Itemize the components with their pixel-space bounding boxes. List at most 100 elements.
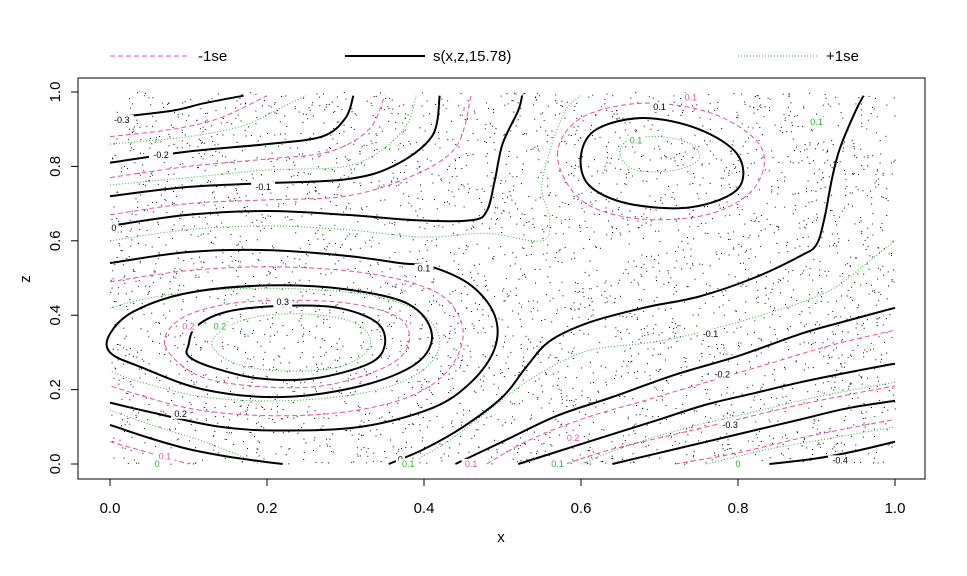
data-point [404, 290, 406, 292]
data-point [768, 170, 770, 172]
data-point [206, 341, 208, 343]
data-point [217, 143, 219, 145]
data-point [590, 399, 591, 401]
data-point [433, 278, 435, 280]
data-point [504, 254, 506, 256]
data-point [581, 202, 582, 204]
data-point [131, 239, 133, 241]
data-point [308, 137, 310, 139]
data-point [391, 306, 393, 308]
data-point [882, 461, 884, 463]
data-point [631, 355, 632, 357]
data-point [399, 233, 401, 235]
data-point [630, 462, 632, 464]
data-point [588, 96, 590, 98]
data-point [405, 165, 407, 166]
data-point [359, 424, 361, 426]
data-point [855, 257, 857, 259]
data-point [147, 330, 149, 332]
data-point [280, 446, 282, 448]
data-point [840, 316, 842, 318]
data-point [751, 344, 753, 346]
data-point [599, 342, 601, 344]
data-point [813, 422, 815, 424]
data-point [538, 378, 540, 380]
data-point [252, 379, 254, 380]
data-point [302, 335, 304, 337]
data-point [482, 410, 484, 412]
contour-label-background [152, 459, 162, 469]
data-point [284, 115, 286, 117]
data-point [719, 207, 721, 209]
data-point [215, 416, 217, 417]
data-point [786, 437, 788, 439]
data-point [540, 407, 542, 409]
data-point [245, 239, 247, 241]
data-point [501, 319, 503, 321]
data-point [299, 265, 301, 267]
data-point [271, 317, 273, 319]
data-point [809, 267, 811, 269]
y-tick-label: 0.8 [47, 156, 64, 177]
data-point [155, 446, 157, 448]
data-point [519, 445, 521, 447]
data-point [408, 382, 410, 383]
data-point [531, 242, 533, 244]
data-point [718, 232, 720, 234]
data-point [792, 289, 794, 291]
data-point [257, 341, 259, 343]
data-point [628, 231, 630, 233]
data-point [611, 441, 613, 443]
data-point [453, 316, 455, 318]
data-point [641, 275, 643, 277]
data-point [762, 156, 764, 158]
data-point [891, 255, 892, 256]
data-point [285, 263, 286, 265]
data-point [219, 315, 221, 316]
data-point [852, 349, 854, 351]
data-point [385, 147, 387, 149]
contour-line [612, 399, 896, 465]
data-point [332, 138, 334, 140]
data-point [140, 194, 142, 196]
data-point [309, 331, 310, 332]
data-point [488, 368, 490, 370]
data-point [736, 371, 737, 373]
data-point [419, 424, 421, 426]
data-point [637, 282, 639, 284]
data-point [762, 383, 764, 385]
data-point [766, 218, 768, 220]
data-point [831, 356, 833, 358]
data-point [230, 234, 232, 235]
data-point [256, 219, 258, 221]
data-point [129, 107, 131, 109]
data-point [817, 182, 819, 184]
data-point [853, 424, 855, 426]
data-point [636, 370, 638, 372]
data-point [408, 195, 410, 197]
data-point [267, 132, 268, 134]
data-point [823, 392, 825, 394]
data-point [642, 180, 644, 182]
data-point [816, 321, 818, 323]
data-point [389, 268, 391, 270]
data-point [638, 227, 640, 228]
data-point [405, 351, 407, 353]
data-point [416, 369, 418, 371]
data-point [784, 117, 786, 119]
data-point [713, 312, 715, 314]
data-point [263, 409, 265, 410]
data-point [595, 114, 597, 116]
data-point [740, 153, 742, 155]
data-point [739, 171, 740, 173]
data-point [148, 336, 150, 338]
data-point [831, 210, 833, 211]
data-point [283, 381, 284, 383]
data-point [728, 448, 730, 450]
data-point [318, 193, 320, 195]
data-point [359, 153, 361, 155]
data-point [190, 424, 192, 426]
data-point [801, 160, 803, 162]
data-point [498, 318, 500, 320]
data-point [272, 267, 274, 269]
